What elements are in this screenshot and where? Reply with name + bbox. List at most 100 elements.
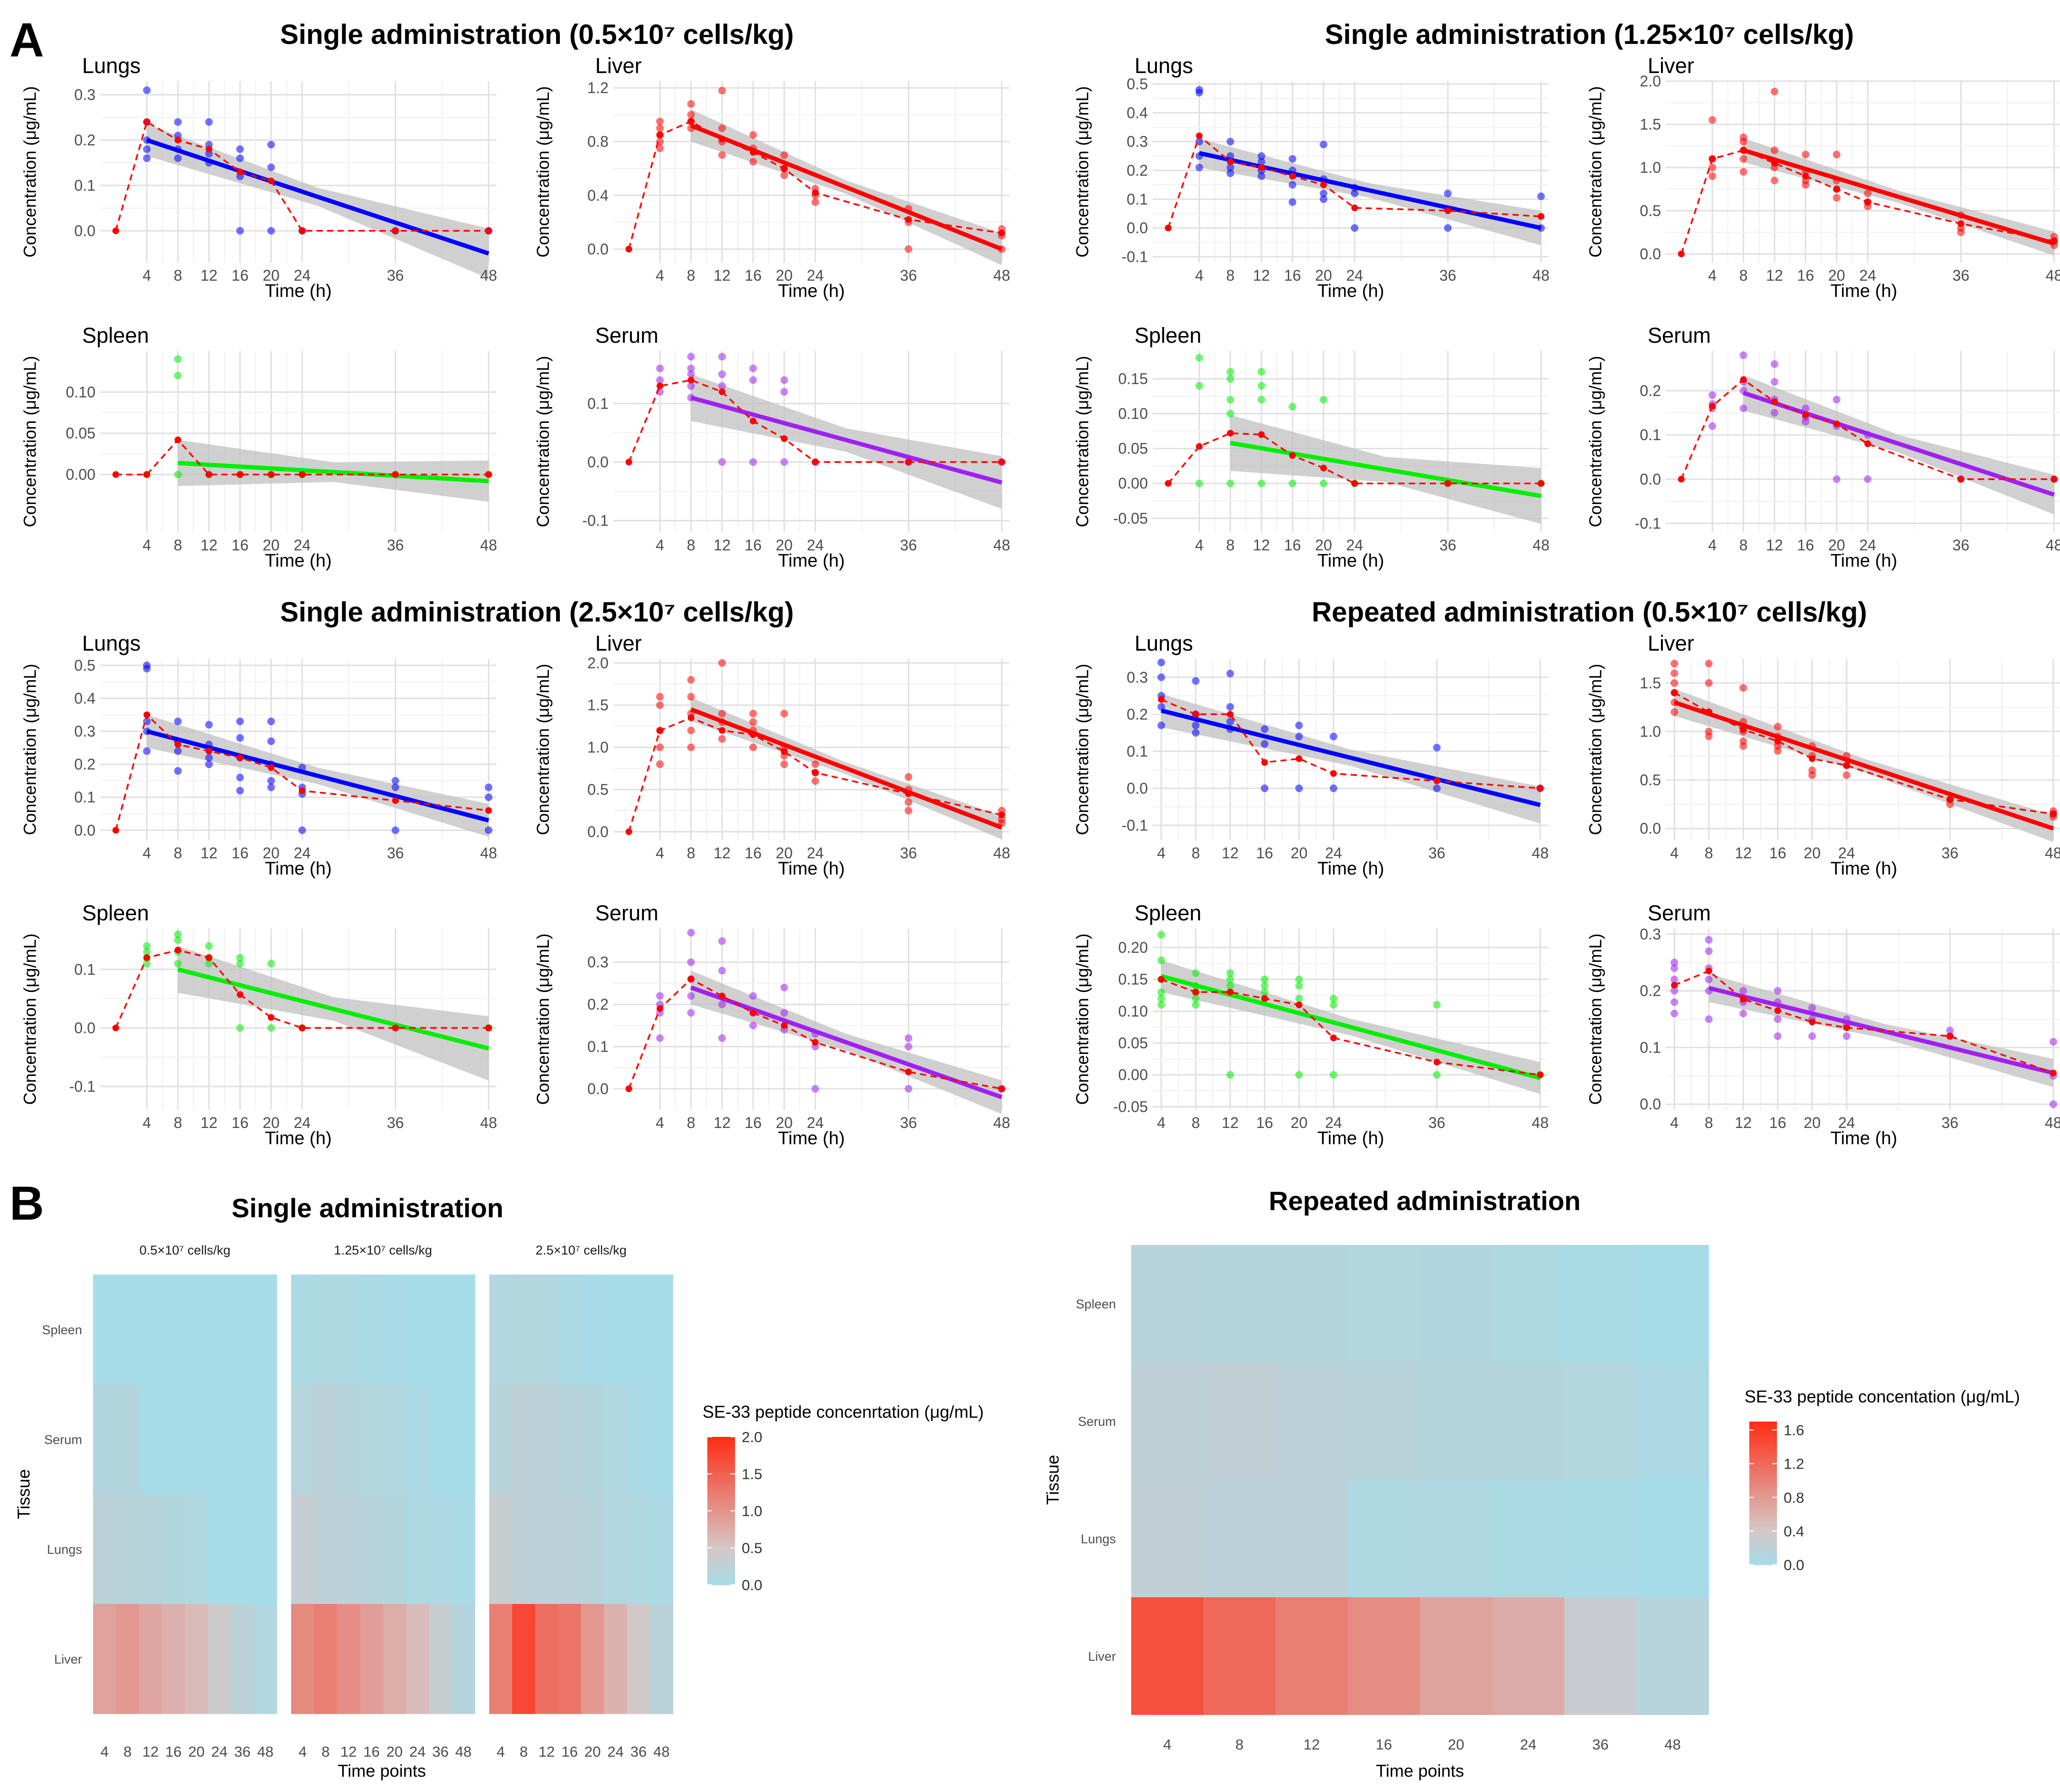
mean-point bbox=[1705, 968, 1713, 975]
data-point bbox=[687, 353, 695, 361]
y-axis-title: Tissue bbox=[1043, 1455, 1062, 1505]
colorbar-step bbox=[1749, 1445, 1777, 1448]
y-tick-label: 0.1 bbox=[1640, 1039, 1661, 1056]
y-axis-title: Concentration (μg/mL) bbox=[1072, 356, 1092, 527]
y-tick-label: 0.10 bbox=[1118, 405, 1148, 422]
y-axis-title: Concentration (μg/mL) bbox=[533, 664, 553, 835]
heat-cell bbox=[429, 1604, 452, 1714]
colorbar-step bbox=[1749, 1493, 1777, 1496]
colorbar-step bbox=[1749, 1455, 1777, 1458]
mean-point bbox=[687, 377, 694, 384]
x-tick-label: 4 bbox=[143, 1114, 151, 1131]
mean-point bbox=[143, 118, 150, 126]
data-point bbox=[780, 388, 788, 396]
data-point bbox=[1946, 1026, 1954, 1034]
data-point bbox=[174, 936, 182, 944]
data-point bbox=[1329, 732, 1337, 740]
x-axis-title: Time (h) bbox=[778, 281, 845, 301]
mean-point bbox=[1774, 1007, 1781, 1014]
data-point bbox=[1288, 155, 1296, 163]
heat-cell bbox=[1275, 1597, 1348, 1715]
x-axis-title: Time (h) bbox=[1830, 551, 1897, 571]
data-point bbox=[205, 754, 213, 762]
x-tick-label: 8 bbox=[687, 267, 695, 284]
heat-cell bbox=[535, 1384, 558, 1495]
y-tick-label: 0.2 bbox=[74, 132, 95, 149]
data-point bbox=[780, 983, 788, 991]
data-point bbox=[1671, 975, 1679, 983]
mean-point bbox=[1709, 155, 1716, 162]
x-tick-label: 48 bbox=[455, 1743, 472, 1760]
x-tick-label: 20 bbox=[263, 537, 280, 554]
data-point bbox=[1770, 409, 1778, 417]
colorbar-step bbox=[707, 1533, 735, 1536]
heat-cell bbox=[1636, 1245, 1709, 1363]
heat-cell bbox=[185, 1384, 209, 1495]
data-point bbox=[1833, 475, 1841, 483]
x-tick-label: 4 bbox=[1195, 537, 1204, 554]
colorbar-step bbox=[1749, 1443, 1777, 1446]
x-tick-label: 16 bbox=[1797, 267, 1814, 284]
heat-cell bbox=[581, 1275, 605, 1385]
mean-point bbox=[299, 787, 306, 794]
x-tick-label: 4 bbox=[1163, 1736, 1171, 1753]
mean-point bbox=[1444, 207, 1451, 214]
colorbar-title: SE-33 peptide concentation (μg/mL) bbox=[1745, 1387, 2020, 1406]
colorbar: SE-33 peptide concenrtation (μg/mL) 2.0 1.… bbox=[703, 1402, 984, 1593]
y-tick-label: 0.2 bbox=[1640, 382, 1661, 399]
heat-cell bbox=[1275, 1245, 1348, 1363]
data-point bbox=[718, 370, 726, 379]
y-axis-title: Concentration (μg/mL) bbox=[1586, 934, 1605, 1105]
data-point bbox=[656, 760, 664, 768]
data-point bbox=[718, 458, 726, 466]
mean-point bbox=[174, 741, 181, 748]
regression-line bbox=[690, 123, 1003, 252]
y-tick-label: -0.05 bbox=[1113, 510, 1148, 527]
data-point bbox=[718, 1001, 726, 1009]
colorbar-step bbox=[1749, 1522, 1777, 1525]
x-tick-label: 16 bbox=[1284, 267, 1301, 284]
y-tick-label: 0.0 bbox=[588, 1080, 609, 1097]
facet-label: 1.25×10⁷ cells/kg bbox=[334, 1243, 432, 1257]
mean-point bbox=[1196, 132, 1203, 139]
data-point bbox=[1842, 1032, 1850, 1040]
data-point bbox=[811, 198, 820, 206]
x-tick-label: 12 bbox=[1253, 267, 1270, 284]
data-point bbox=[1257, 382, 1265, 390]
x-tick-label: 8 bbox=[174, 844, 182, 862]
mean-point bbox=[1802, 173, 1809, 180]
y-axis-title: Concentration (μg/mL) bbox=[1072, 934, 1092, 1105]
mean-point bbox=[998, 458, 1005, 465]
colorbar-step bbox=[1749, 1503, 1777, 1506]
heat-cell bbox=[93, 1384, 116, 1495]
data-point bbox=[811, 777, 820, 785]
data-point bbox=[904, 1034, 913, 1042]
data-point bbox=[267, 163, 275, 171]
heat-cell bbox=[291, 1275, 315, 1385]
data-point bbox=[1708, 422, 1716, 430]
x-tick-label: 12 bbox=[538, 1743, 555, 1760]
data-point bbox=[656, 992, 664, 1000]
colorbar-step bbox=[707, 1520, 735, 1524]
data-point bbox=[1708, 391, 1716, 399]
colorbar-tick-label: 0.0 bbox=[1784, 1557, 1804, 1573]
y-tick-label: 0.5 bbox=[1640, 771, 1661, 789]
colorbar-title: SE-33 peptide concenrtation (μg/mL) bbox=[703, 1402, 984, 1422]
colorbar-step bbox=[707, 1523, 735, 1526]
data-point bbox=[1537, 192, 1545, 200]
data-point bbox=[1801, 181, 1809, 189]
x-tick-label: 36 bbox=[1942, 1114, 1959, 1131]
data-point bbox=[1288, 479, 1296, 487]
data-point bbox=[1261, 982, 1269, 990]
mean-point bbox=[1946, 796, 1954, 803]
colorbar-step bbox=[707, 1558, 735, 1561]
regression-line bbox=[1198, 151, 1542, 231]
y-tick-label: 0.0 bbox=[1127, 780, 1148, 797]
mean-point bbox=[781, 165, 788, 172]
data-point bbox=[391, 826, 399, 834]
colorbar-step bbox=[707, 1548, 735, 1551]
mean-point bbox=[1320, 181, 1327, 189]
regression-line bbox=[690, 395, 1002, 485]
